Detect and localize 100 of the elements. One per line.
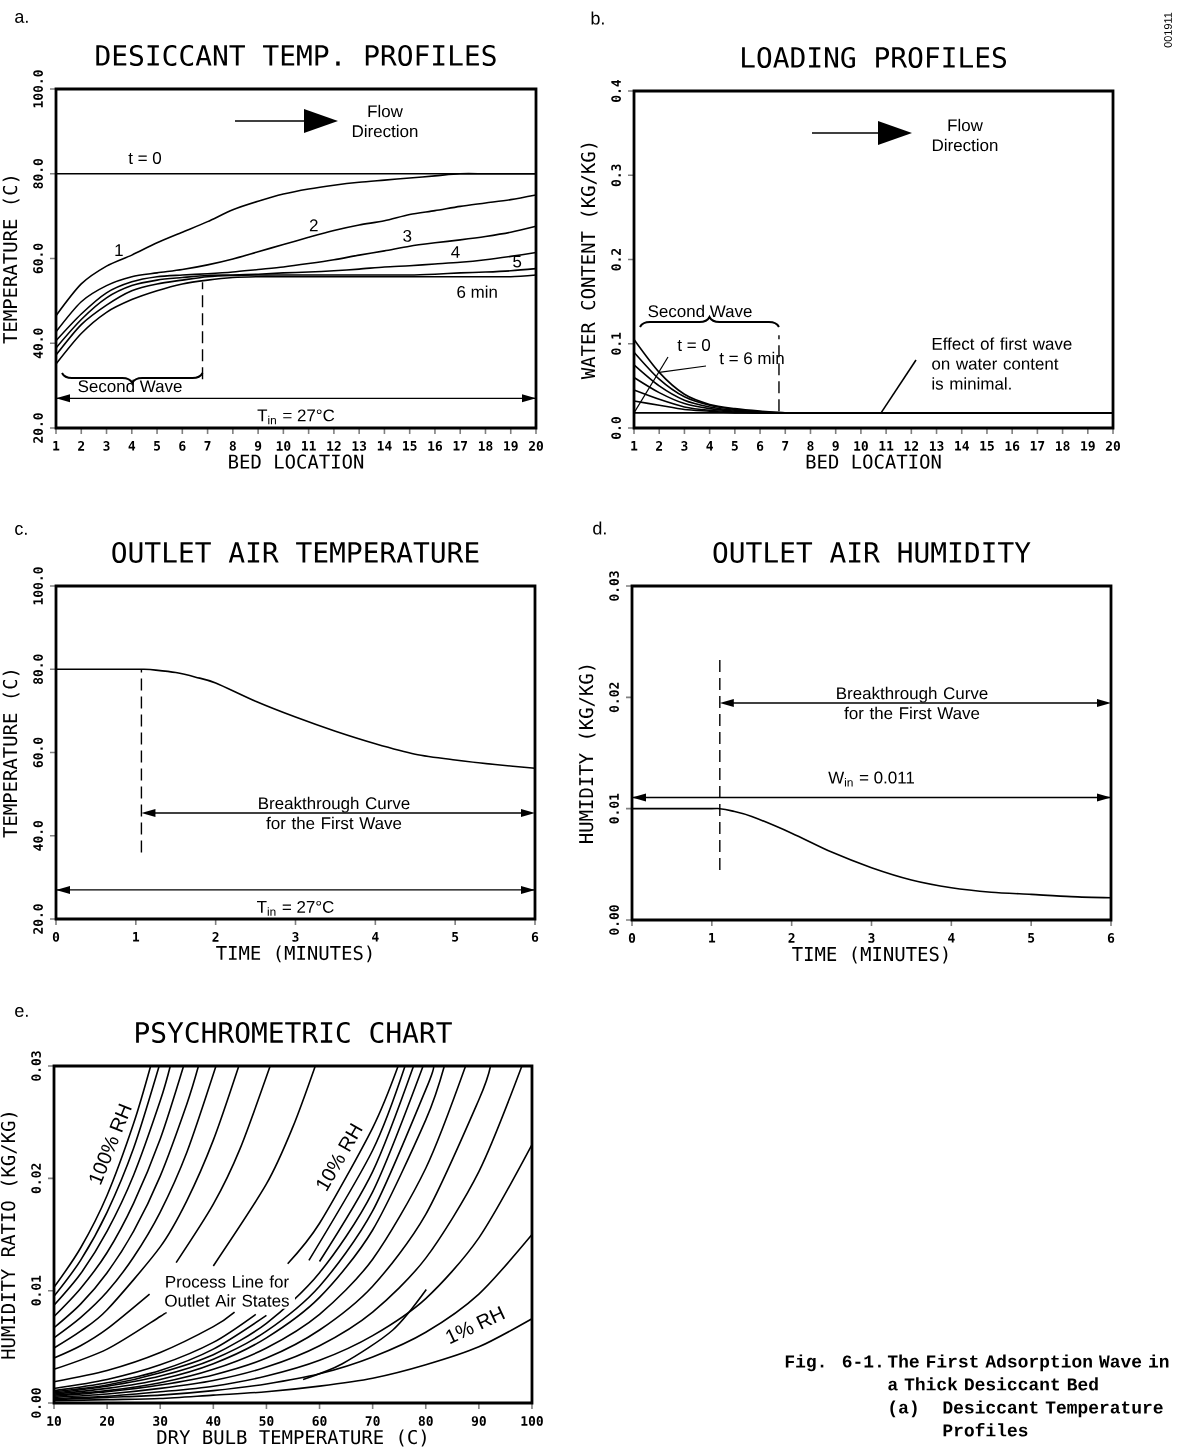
y-tick-label: 0.4 <box>611 79 621 102</box>
x-tick-label: 4 <box>706 441 713 451</box>
chart-title: OUTLET AIR TEMPERATURE <box>112 541 479 564</box>
x-tick-label: 80 <box>418 1416 433 1426</box>
x-tick-label: 7 <box>204 441 211 451</box>
x-axis-title: DRY BULB TEMPERATURE (C) <box>157 1429 426 1447</box>
x-tick-label: 6 <box>531 932 539 942</box>
x-tick-label: 12 <box>904 441 919 451</box>
chart-title: LOADING PROFILES <box>742 46 1007 69</box>
y-tick-label: 0.01 <box>31 1275 41 1306</box>
y-tick-label: 40.0 <box>33 328 43 359</box>
annotation: Second Wave <box>78 379 182 393</box>
x-tick-label: 9 <box>832 441 839 451</box>
x-tick-label: 5 <box>1028 933 1035 943</box>
ref-line-label: T$_{in}$ = 27°C <box>257 900 334 916</box>
chart-title: OUTLET AIR HUMIDITY <box>713 541 1031 564</box>
x-tick-label: 2 <box>656 441 663 451</box>
series-label: 1 <box>115 244 123 256</box>
ref-line-label: T$_{in}$ = 27°C <box>257 409 335 425</box>
x-tick-label: 4 <box>948 933 955 943</box>
x-tick-label: 10 <box>854 441 868 451</box>
annotation: Second Wave <box>648 304 752 318</box>
y-tick-label: 60.0 <box>33 737 43 768</box>
y-tick-label: 0.3 <box>611 164 621 187</box>
annotation: Flow Direction <box>932 118 998 152</box>
caption: Fig. 6-1. <box>785 1354 881 1372</box>
series-label: 2 <box>309 219 318 232</box>
y-tick-label: 0.03 <box>609 571 619 601</box>
x-tick-label: 17 <box>1030 441 1045 451</box>
text: 1% RH <box>446 1306 506 1344</box>
x-tick-label: 17 <box>453 441 468 451</box>
annotation: Flow Direction <box>352 104 418 138</box>
x-tick-label: 6 <box>1107 933 1115 943</box>
y-tick-label: 80.0 <box>33 158 43 189</box>
text: The First Adsorption Wave in a Thick Desiccant Bed <box>887 1354 1169 1391</box>
x-axis-title: BED LOCATION <box>229 454 364 469</box>
x-tick-label: 4 <box>128 441 136 451</box>
annotation: Breakthrough Curve for the First Wave <box>259 796 410 830</box>
legend-label: t = 6 min <box>719 351 784 365</box>
x-tick-label: 11 <box>302 441 316 451</box>
x-tick-label: 0 <box>628 933 636 943</box>
x-tick-label: 19 <box>504 441 518 451</box>
x-axis-title: TIME (MINUTES) <box>792 946 948 964</box>
x-tick-label: 0 <box>52 932 60 942</box>
text: e. <box>15 1007 28 1017</box>
chart-title: DESICCANT TEMP. PROFILES <box>96 44 496 67</box>
x-tick-label: 20 <box>100 1416 115 1426</box>
text: a. <box>15 13 28 23</box>
series-label: 4 <box>451 246 460 258</box>
y-tick-label: 0.0 <box>611 417 621 439</box>
x-tick-label: 5 <box>154 441 161 451</box>
annotation: Breakthrough Curve for the First Wave <box>837 686 988 720</box>
series-label: 6 min <box>457 285 497 298</box>
x-tick-label: 1 <box>53 441 60 451</box>
y-tick-label: 0.02 <box>609 682 619 713</box>
x-tick-label: 3 <box>681 441 688 451</box>
x-tick-label: 1 <box>709 933 716 943</box>
x-tick-label: 2 <box>212 932 219 942</box>
x-tick-label: 10 <box>276 441 291 451</box>
x-tick-label: 15 <box>403 441 417 451</box>
x-tick-label: 30 <box>153 1416 168 1426</box>
x-tick-label: 1 <box>631 441 638 451</box>
x-tick-label: 14 <box>377 441 392 451</box>
x-axis-title: TIME (MINUTES) <box>216 945 372 963</box>
x-tick-label: 13 <box>352 441 367 451</box>
x-tick-label: 12 <box>327 441 341 451</box>
x-tick-label: 16 <box>1005 441 1020 451</box>
text: d. <box>593 521 606 535</box>
x-tick-label: 20 <box>528 441 543 451</box>
y-axis-title: WATER CONTENT (KG/KG) <box>580 143 598 380</box>
x-tick-label: 20 <box>1105 441 1121 451</box>
x-tick-label: 6 <box>179 441 186 451</box>
y-tick-label: 100.0 <box>33 567 43 605</box>
x-tick-label: 90 <box>471 1416 486 1426</box>
y-tick-label: 0.03 <box>31 1051 41 1081</box>
text: t = 0 <box>677 339 711 351</box>
y-tick-label: 60.0 <box>33 243 43 274</box>
x-tick-label: 3 <box>868 933 875 943</box>
y-tick-label: 100.0 <box>33 70 43 108</box>
text: c. <box>15 525 27 535</box>
y-tick-label: 80.0 <box>33 654 43 685</box>
y-tick-label: 40.0 <box>33 820 43 851</box>
x-tick-label: 6 <box>756 441 764 451</box>
x-tick-label: 1 <box>133 932 140 942</box>
x-tick-label: 19 <box>1081 441 1095 451</box>
text: Desiccant Temperature Profiles <box>943 1400 1163 1437</box>
x-tick-label: 10 <box>47 1416 61 1426</box>
x-tick-label: 40 <box>206 1416 221 1426</box>
series-label: t = 0 <box>128 152 162 164</box>
x-tick-label: 18 <box>478 441 493 451</box>
annotation: Effect of first wave on water content is minimal. <box>932 337 1072 390</box>
y-axis-title: TEMPERATURE (C) <box>2 670 20 838</box>
series-label: 3 <box>403 229 412 242</box>
x-tick-label: 7 <box>782 441 789 451</box>
x-tick-label: 2 <box>788 933 795 943</box>
y-tick-label: 0.02 <box>31 1163 41 1194</box>
x-tick-label: 5 <box>731 441 738 451</box>
text: 100% RH <box>89 1103 132 1185</box>
y-tick-label: 20.0 <box>33 413 43 443</box>
y-axis-title: HUMIDITY RATIO (KG/KG) <box>0 1113 18 1359</box>
